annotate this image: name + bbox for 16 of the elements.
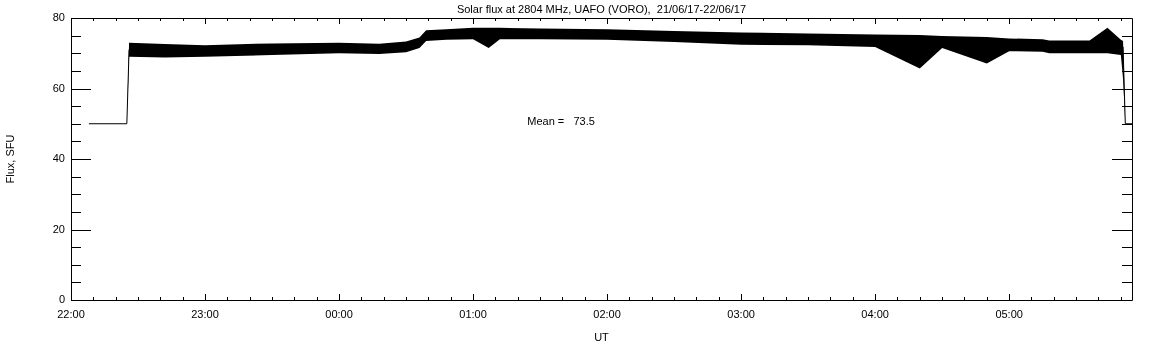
y-tick-label: 0: [58, 293, 65, 306]
y-tick-label: 40: [52, 152, 65, 165]
x-tick-label: 02:00: [593, 307, 621, 320]
y-tick-label: 80: [52, 11, 65, 24]
y-tick-label: 20: [52, 222, 65, 235]
x-tick-label: 04:00: [861, 307, 889, 320]
chart-title: Solar flux at 2804 MHz, UAFO (VORO), 21/06/17-22/06/17: [456, 2, 747, 15]
x-tick-label: 05:00: [995, 307, 1023, 320]
x-tick-label: 22:00: [57, 307, 85, 320]
x-tick-label: 23:00: [191, 307, 219, 320]
x-axis-title: UT: [594, 331, 610, 344]
x-tick-label: 01:00: [459, 307, 487, 320]
y-axis-title: Flux, SFU: [3, 134, 16, 184]
y-tick-label: 60: [52, 81, 65, 94]
x-tick-label: 03:00: [727, 307, 755, 320]
x-tick-label: 00:00: [325, 307, 353, 320]
